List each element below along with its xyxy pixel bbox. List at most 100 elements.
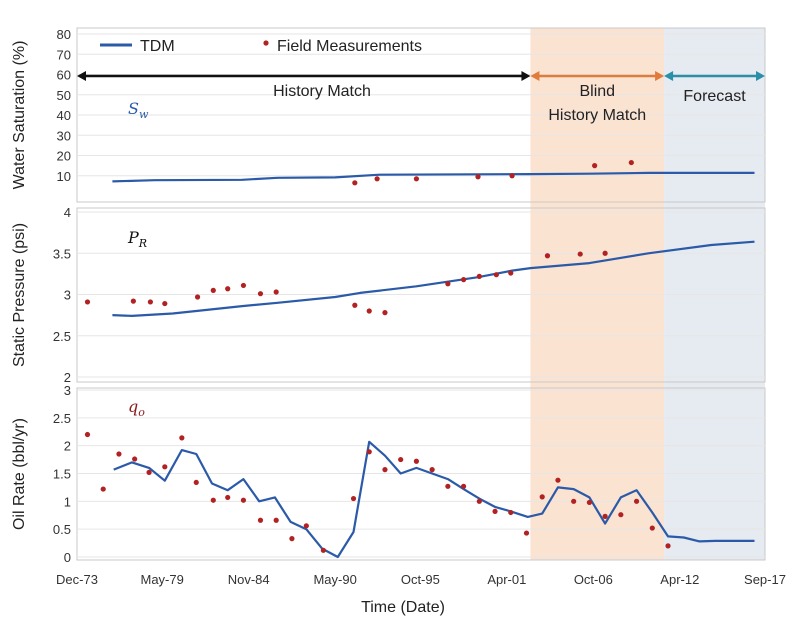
- region-arrows: [77, 71, 765, 81]
- field-point: [193, 479, 199, 486]
- y-tick-label: 2.5: [53, 329, 71, 344]
- y-tick-label: 3.5: [53, 246, 71, 261]
- region-label: History Match: [273, 83, 371, 100]
- field-point: [476, 498, 482, 504]
- field-point: [633, 498, 640, 504]
- x-tick-label: May-79: [141, 572, 184, 587]
- field-point: [257, 291, 264, 297]
- forecast-arrow: [664, 71, 765, 81]
- field-point: [577, 251, 583, 257]
- field-point: [544, 253, 551, 259]
- field-point: [116, 451, 122, 457]
- field-point: [225, 494, 231, 501]
- field-point: [445, 281, 451, 287]
- legend-dot-swatch: [263, 40, 269, 46]
- y-tick-label: 2.5: [53, 411, 71, 426]
- field-point: [303, 523, 309, 529]
- field-point: [350, 495, 357, 502]
- model-lines: [112, 171, 755, 559]
- tdm-line-3: [113, 440, 755, 559]
- x-tick-label: Oct-95: [401, 572, 440, 587]
- field-point: [665, 543, 671, 549]
- y-tick-label: 40: [57, 108, 71, 123]
- field-point: [413, 176, 420, 182]
- field-point: [210, 497, 216, 503]
- x-tick-label: May-90: [313, 572, 356, 587]
- field-point: [130, 298, 136, 304]
- field-point: [382, 310, 388, 316]
- field-point: [460, 277, 467, 283]
- blind-arrow-head-left: [530, 71, 540, 81]
- legend: TDM Field Measurements: [100, 38, 422, 55]
- y-tick-label: 2: [64, 370, 71, 385]
- y-tick-label: 60: [57, 68, 71, 83]
- field-point: [132, 456, 138, 462]
- field-point: [162, 300, 168, 307]
- y-tick-label: 1: [64, 494, 71, 509]
- x-tick-label: Nov-84: [228, 572, 270, 587]
- y-tick-label: 3: [64, 383, 71, 398]
- history-arrow-head-right: [521, 71, 531, 81]
- forecast-arrow-head-right: [756, 71, 765, 81]
- field-point: [382, 467, 388, 473]
- panel-symbol-1: Sw: [128, 99, 149, 121]
- field-point: [460, 483, 467, 489]
- y-tick-label: 80: [57, 27, 71, 42]
- field-point: [592, 163, 598, 169]
- region-label: Blind: [579, 83, 615, 100]
- field-point: [84, 299, 91, 305]
- field-point: [475, 174, 481, 180]
- field-point: [257, 517, 264, 523]
- field-point: [555, 477, 561, 483]
- field-point: [523, 530, 530, 536]
- field-point: [273, 517, 279, 523]
- y-tick-label: 20: [57, 149, 71, 164]
- region-label: Forecast: [683, 88, 746, 105]
- panel-symbol-3: qo: [128, 397, 145, 419]
- field-point: [352, 180, 358, 186]
- history-arrow: [77, 71, 531, 81]
- panel-symbol-2: PR: [127, 228, 147, 250]
- x-tick-label: Sep-17: [744, 572, 786, 587]
- x-tick-label: Dec-73: [56, 572, 98, 587]
- field-point: [320, 547, 326, 553]
- field-point: [602, 513, 608, 519]
- field-point: [628, 159, 634, 166]
- x-tick-label: Apr-12: [660, 572, 699, 587]
- y-tick-label: 50: [57, 88, 71, 103]
- y-tick-label: 3: [64, 288, 71, 303]
- field-point: [508, 270, 514, 276]
- field-point: [240, 497, 247, 503]
- field-point: [352, 302, 358, 308]
- field-point: [179, 435, 185, 441]
- field-point: [194, 294, 201, 300]
- field-point: [413, 458, 420, 464]
- y-tick-label: 0.5: [53, 522, 71, 537]
- field-point: [273, 289, 279, 295]
- field-point: [445, 483, 451, 489]
- field-point: [289, 536, 295, 542]
- blind-arrow: [530, 71, 665, 81]
- field-point: [493, 272, 499, 278]
- y-tick-label: 10: [57, 169, 71, 184]
- field-point: [240, 282, 247, 289]
- field-point: [586, 499, 592, 506]
- field-point: [366, 449, 372, 455]
- legend-line-label: TDM: [140, 38, 175, 55]
- field-point: [398, 456, 404, 463]
- region-label: History Match: [548, 107, 646, 124]
- y-axis-title-1: Water Saturation (%): [11, 41, 28, 190]
- field-point: [618, 512, 624, 518]
- blind-arrow-head-right: [655, 71, 665, 81]
- field-point: [509, 173, 515, 179]
- field-point: [602, 250, 608, 256]
- field-point: [146, 469, 152, 475]
- field-point: [429, 467, 435, 473]
- forecast-arrow-head-left: [664, 71, 674, 81]
- x-tick-label: Oct-06: [574, 572, 613, 587]
- tdm-line-2: [112, 240, 755, 317]
- y-tick-label: 4: [64, 205, 71, 220]
- field-point: [162, 464, 168, 470]
